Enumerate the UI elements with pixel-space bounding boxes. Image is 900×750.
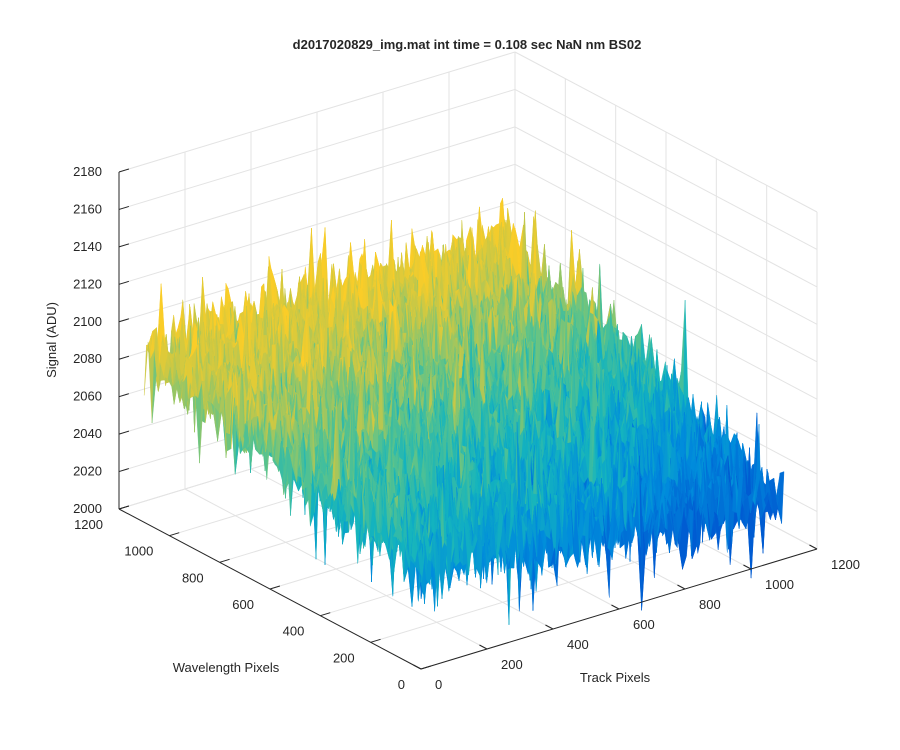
- gridline-back-left-z: [118, 163, 516, 285]
- gridline-back-right-z: [514, 126, 818, 288]
- gridline-back-right-z: [514, 163, 818, 325]
- gridline-back-left-z: [118, 126, 516, 248]
- gridline-back-right-z: [514, 201, 818, 363]
- gridline-back-right-z: [514, 238, 818, 400]
- gridline-back-left-z: [118, 88, 516, 210]
- surface-layer: [143, 198, 785, 625]
- gridline-back-left-z: [118, 51, 516, 173]
- gridline-back-left-z: [118, 201, 516, 323]
- gridline-floor-y: [370, 521, 767, 643]
- gridline-back-right-z: [514, 89, 818, 250]
- gridline-back-right-z: [514, 51, 818, 213]
